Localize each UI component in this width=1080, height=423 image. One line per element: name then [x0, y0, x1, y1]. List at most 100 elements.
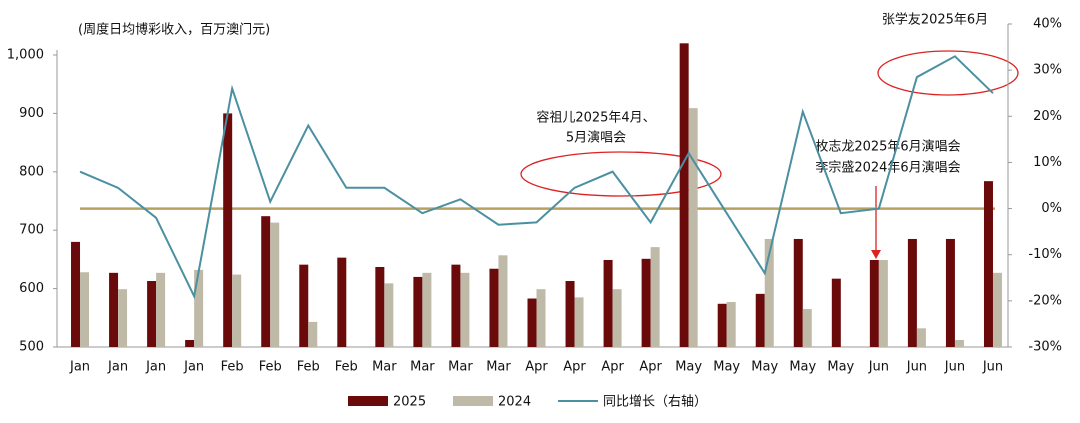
x-tick-label: Jun	[944, 360, 965, 375]
legend-label: 2025	[393, 395, 426, 410]
y-tick-label: 800	[19, 164, 44, 179]
annotation: 5月演唱会	[566, 130, 626, 146]
x-tick-label: Mar	[486, 360, 511, 375]
y2-tick-label: 40%	[1033, 17, 1062, 32]
bar	[945, 238, 955, 347]
bar	[337, 257, 347, 347]
annotation: 容祖儿2025年4月、	[536, 110, 655, 126]
legend-label: 同比增长（右轴）	[603, 395, 707, 410]
x-tick-label: Apr	[601, 360, 624, 375]
x-tick-label: Mar	[410, 360, 435, 375]
bar	[194, 269, 204, 347]
line	[79, 55, 994, 300]
bar	[498, 255, 508, 347]
bar	[612, 289, 622, 347]
x-tick-label: Feb	[259, 360, 282, 375]
x-tick-label: Apr	[639, 360, 662, 375]
y-tick-label: 600	[19, 281, 44, 296]
annotation: 枚志龙2025年6月演唱会	[815, 139, 960, 155]
x-tick-label: Mar	[372, 360, 397, 375]
bar	[983, 181, 993, 347]
bar	[764, 238, 774, 347]
bar	[793, 238, 803, 347]
bar	[574, 297, 584, 347]
bar	[878, 259, 888, 347]
bar	[308, 321, 318, 347]
annotation: 李宗盛2024年6月演唱会	[815, 160, 960, 176]
bar	[156, 272, 166, 347]
bar	[527, 298, 537, 347]
bar	[679, 43, 689, 347]
x-tick-label: Feb	[297, 360, 320, 375]
y2-tick-label: -30%	[1028, 340, 1062, 355]
bar	[869, 259, 879, 347]
bar	[726, 302, 736, 347]
bar	[802, 309, 812, 347]
bar	[916, 328, 926, 347]
bar	[375, 266, 385, 347]
y-tick-label: 1,000	[7, 48, 44, 63]
x-tick-label: Apr	[525, 360, 548, 375]
x-tick-label: May	[751, 360, 778, 375]
x-tick-label: Jan	[69, 360, 90, 375]
bar	[641, 258, 651, 347]
y2-tick-label: -20%	[1028, 293, 1062, 308]
chart-title: (周度日均博彩收入，百万澳门元)	[78, 22, 270, 38]
x-tick-label: Jun	[906, 360, 927, 375]
bar	[536, 289, 546, 347]
bar	[413, 276, 423, 347]
highlight-ellipse	[877, 50, 1019, 96]
bar	[992, 272, 1002, 347]
x-tick-label: Jun	[982, 360, 1003, 375]
y-tick-label: 900	[19, 106, 44, 121]
x-tick-label: May	[713, 360, 740, 375]
y-tick-label: 500	[19, 340, 44, 355]
bar	[688, 108, 698, 347]
bar	[907, 238, 917, 347]
bar	[223, 113, 233, 348]
bar	[261, 216, 271, 347]
bar	[422, 272, 432, 347]
x-tick-label: Jan	[183, 360, 204, 375]
x-tick-label: Apr	[563, 360, 586, 375]
bar	[232, 274, 242, 347]
legend-swatch	[348, 396, 388, 406]
bar	[565, 281, 575, 347]
bar	[755, 293, 765, 347]
bar	[270, 222, 280, 347]
y2-tick-label: 0%	[1041, 201, 1062, 216]
bar	[147, 281, 157, 347]
bar	[109, 272, 119, 347]
bar	[451, 264, 461, 347]
y2-tick-label: 20%	[1033, 109, 1062, 124]
x-tick-label: Jan	[107, 360, 128, 375]
legend-swatch	[453, 396, 493, 406]
bar	[118, 289, 128, 347]
highlight-ellipse	[520, 151, 722, 197]
x-tick-label: Jan	[145, 360, 166, 375]
y-tick-label: 700	[19, 223, 44, 238]
bar	[185, 339, 195, 347]
annotation: 张学友2025年6月	[882, 12, 988, 28]
bar	[717, 303, 727, 347]
bar	[384, 283, 394, 347]
bar	[650, 247, 660, 347]
bar	[71, 241, 81, 347]
bar	[831, 278, 841, 347]
bar	[489, 268, 499, 347]
bar	[460, 272, 470, 347]
x-tick-label: Mar	[448, 360, 473, 375]
bar	[80, 272, 90, 347]
bar	[299, 264, 309, 347]
bar	[603, 259, 613, 347]
legend-label: 2024	[498, 395, 531, 410]
x-tick-label: Feb	[335, 360, 358, 375]
y2-tick-label: 30%	[1033, 63, 1062, 78]
y2-tick-label: -10%	[1028, 247, 1062, 262]
bar	[954, 339, 964, 347]
arrow-head	[871, 250, 881, 259]
x-tick-label: May	[827, 360, 854, 375]
x-tick-label: Jun	[868, 360, 889, 375]
y2-tick-label: 10%	[1033, 155, 1062, 170]
